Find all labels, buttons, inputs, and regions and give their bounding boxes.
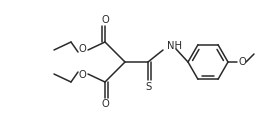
Text: S: S bbox=[145, 82, 151, 92]
Text: O: O bbox=[78, 70, 86, 80]
Text: O: O bbox=[101, 99, 109, 109]
Text: O: O bbox=[238, 57, 246, 67]
Text: O: O bbox=[101, 15, 109, 25]
Text: NH: NH bbox=[167, 41, 182, 51]
Text: O: O bbox=[78, 44, 86, 54]
